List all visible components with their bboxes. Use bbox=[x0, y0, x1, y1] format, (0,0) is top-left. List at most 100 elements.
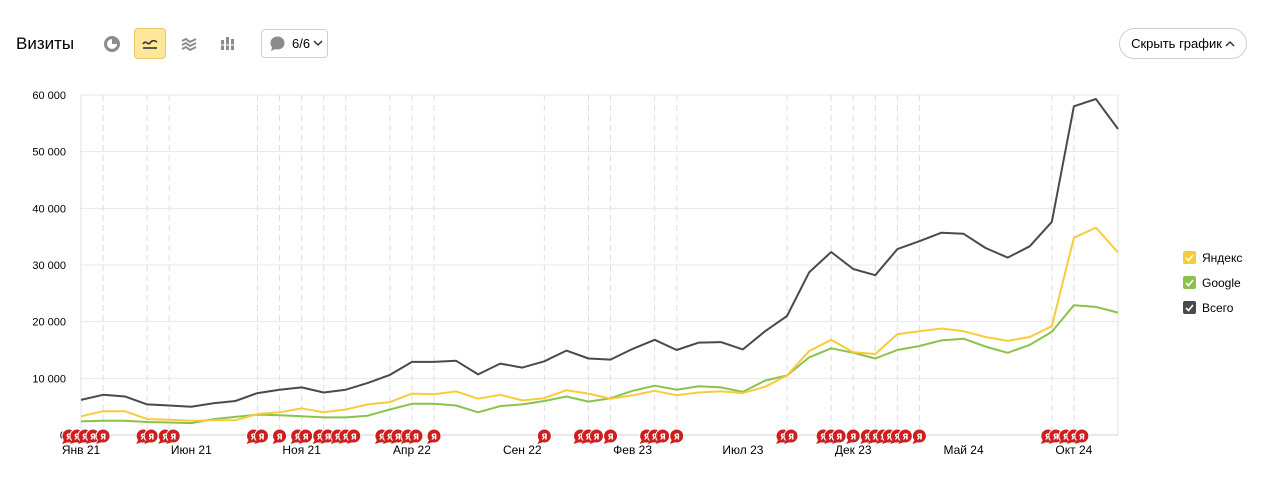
annotation-marker-tail bbox=[330, 440, 337, 444]
annotation-marker-circle bbox=[426, 428, 442, 444]
legend-label: Всего bbox=[1202, 300, 1234, 315]
annotation-marker-circle bbox=[95, 428, 111, 444]
legend-label: Google bbox=[1202, 275, 1241, 290]
annotation-marker-circle bbox=[669, 428, 685, 444]
annotation-marker-label: Я bbox=[82, 433, 88, 442]
notes-count: 6/6 bbox=[292, 36, 311, 51]
annotation-marker: Я bbox=[143, 428, 159, 444]
annotation-marker-label: Я bbox=[405, 433, 411, 442]
annotation-marker-label: Я bbox=[303, 433, 309, 442]
annotation-marker: Я bbox=[536, 428, 552, 444]
annotation-marker-tail bbox=[868, 440, 875, 444]
y-tick-label: 50 000 bbox=[32, 147, 66, 159]
annotation-marker-label: Я bbox=[828, 433, 834, 442]
x-tick-label: Фев 23 bbox=[613, 443, 652, 457]
annotation-marker-label: Я bbox=[250, 433, 256, 442]
annotation-marker-label: Я bbox=[886, 433, 892, 442]
annotation-marker-label: Я bbox=[607, 433, 613, 442]
annotation-marker-label: Я bbox=[148, 433, 154, 442]
annotation-marker-tail bbox=[158, 440, 165, 444]
annotation-marker-label: Я bbox=[335, 433, 341, 442]
annotation-marker-circle bbox=[783, 428, 799, 444]
annotation-marker: Я bbox=[655, 428, 671, 444]
pie-chart-view-button[interactable] bbox=[96, 28, 128, 59]
annotation-marker-tail bbox=[537, 440, 544, 444]
annotation-marker: Я bbox=[165, 428, 181, 444]
annotation-marker-tail bbox=[832, 440, 839, 444]
annotation-marker-label: Я bbox=[295, 433, 301, 442]
annotation-marker: Я bbox=[845, 428, 861, 444]
annotation-marker-tail bbox=[1058, 440, 1065, 444]
annotation-marker-label: Я bbox=[674, 433, 680, 442]
annotation-marker-tail bbox=[581, 440, 588, 444]
annotation-marker-tail bbox=[312, 440, 319, 444]
annotation-marker-tail bbox=[382, 440, 389, 444]
annotation-marker-tail bbox=[78, 440, 84, 444]
checkbox-checked-icon[interactable] bbox=[1183, 276, 1196, 289]
annotation-marker-label: Я bbox=[660, 433, 666, 442]
annotation-marker-label: Я bbox=[894, 433, 900, 442]
x-tick-label: Апр 22 bbox=[393, 443, 431, 457]
annotation-marker-label: Я bbox=[836, 433, 842, 442]
bar-chart-view-button[interactable] bbox=[212, 28, 244, 59]
annotation-marker-label: Я bbox=[351, 433, 357, 442]
legend-item-total[interactable]: Всего bbox=[1183, 295, 1242, 320]
annotation-marker-label: Я bbox=[864, 433, 870, 442]
annotation-marker-tail bbox=[669, 440, 676, 444]
annotation-marker-label: Я bbox=[387, 433, 393, 442]
annotation-marker-tail bbox=[882, 440, 889, 444]
checkbox-checked-icon[interactable] bbox=[1183, 301, 1196, 314]
annotation-marker-tail bbox=[298, 440, 305, 444]
annotation-marker-tail bbox=[144, 440, 151, 444]
annotation-marker-label: Я bbox=[850, 433, 856, 442]
y-tick-label: 10 000 bbox=[32, 373, 66, 385]
annotation-marker-label: Я bbox=[74, 433, 80, 442]
x-tick-label: Окт 24 bbox=[1055, 443, 1092, 457]
annotation-marker-circle bbox=[603, 428, 619, 444]
y-tick-label: 30 000 bbox=[32, 260, 66, 272]
y-tick-label: 40 000 bbox=[32, 203, 66, 215]
annotation-marker-tail bbox=[573, 440, 580, 444]
annotation-marker-label: Я bbox=[395, 433, 401, 442]
annotation-marker-label: Я bbox=[343, 433, 349, 442]
x-tick-label: Сен 22 bbox=[503, 443, 542, 457]
annotation-marker-tail bbox=[346, 440, 353, 444]
chart-legend: Яндекс Google Всего bbox=[1183, 245, 1242, 320]
x-tick-label: Дек 23 bbox=[835, 443, 872, 457]
annotation-marker-label: Я bbox=[577, 433, 583, 442]
page-title: Визиты bbox=[16, 34, 75, 53]
x-tick-label: Янв 21 bbox=[62, 443, 101, 457]
annotation-marker-label: Я bbox=[593, 433, 599, 442]
annotation-marker-tail bbox=[62, 440, 68, 444]
area-chart-view-button[interactable] bbox=[173, 28, 205, 59]
stacked-bars-icon bbox=[220, 36, 236, 50]
annotation-marker-tail bbox=[1074, 440, 1081, 444]
notes-filter-button[interactable]: 6/6 bbox=[261, 29, 328, 58]
legend-item-yandex[interactable]: Яндекс bbox=[1183, 245, 1242, 270]
annotation-marker-label: Я bbox=[820, 433, 826, 442]
legend-item-google[interactable]: Google bbox=[1183, 270, 1242, 295]
line-chart-view-button[interactable] bbox=[134, 28, 166, 59]
y-tick-label: 60 000 bbox=[32, 90, 66, 102]
annotation-marker-tail bbox=[1040, 440, 1047, 444]
annotation-marker-tail bbox=[408, 440, 415, 444]
annotation-marker-tail bbox=[86, 440, 92, 444]
annotation-marker-tail bbox=[427, 440, 434, 444]
annotation-marker: Я bbox=[346, 428, 362, 444]
annotation-marker: Я bbox=[426, 428, 442, 444]
annotation-marker-tail bbox=[639, 440, 646, 444]
annotation-marker: Я bbox=[669, 428, 685, 444]
checkbox-checked-icon[interactable] bbox=[1183, 251, 1196, 264]
annotation-marker-tail bbox=[824, 440, 831, 444]
annotation-marker-tail bbox=[776, 440, 783, 444]
annotation-marker-circle bbox=[911, 428, 927, 444]
annotation-marker-label: Я bbox=[170, 433, 176, 442]
annotation-marker-label: Я bbox=[1079, 433, 1085, 442]
chevron-up-icon bbox=[1225, 40, 1235, 47]
hide-chart-button[interactable]: Скрыть график bbox=[1119, 28, 1247, 59]
annotation-marker: Я bbox=[1074, 428, 1090, 444]
annotation-marker-tail bbox=[70, 440, 76, 444]
annotation-marker-tail bbox=[1048, 440, 1055, 444]
area-chart-icon bbox=[181, 37, 197, 51]
